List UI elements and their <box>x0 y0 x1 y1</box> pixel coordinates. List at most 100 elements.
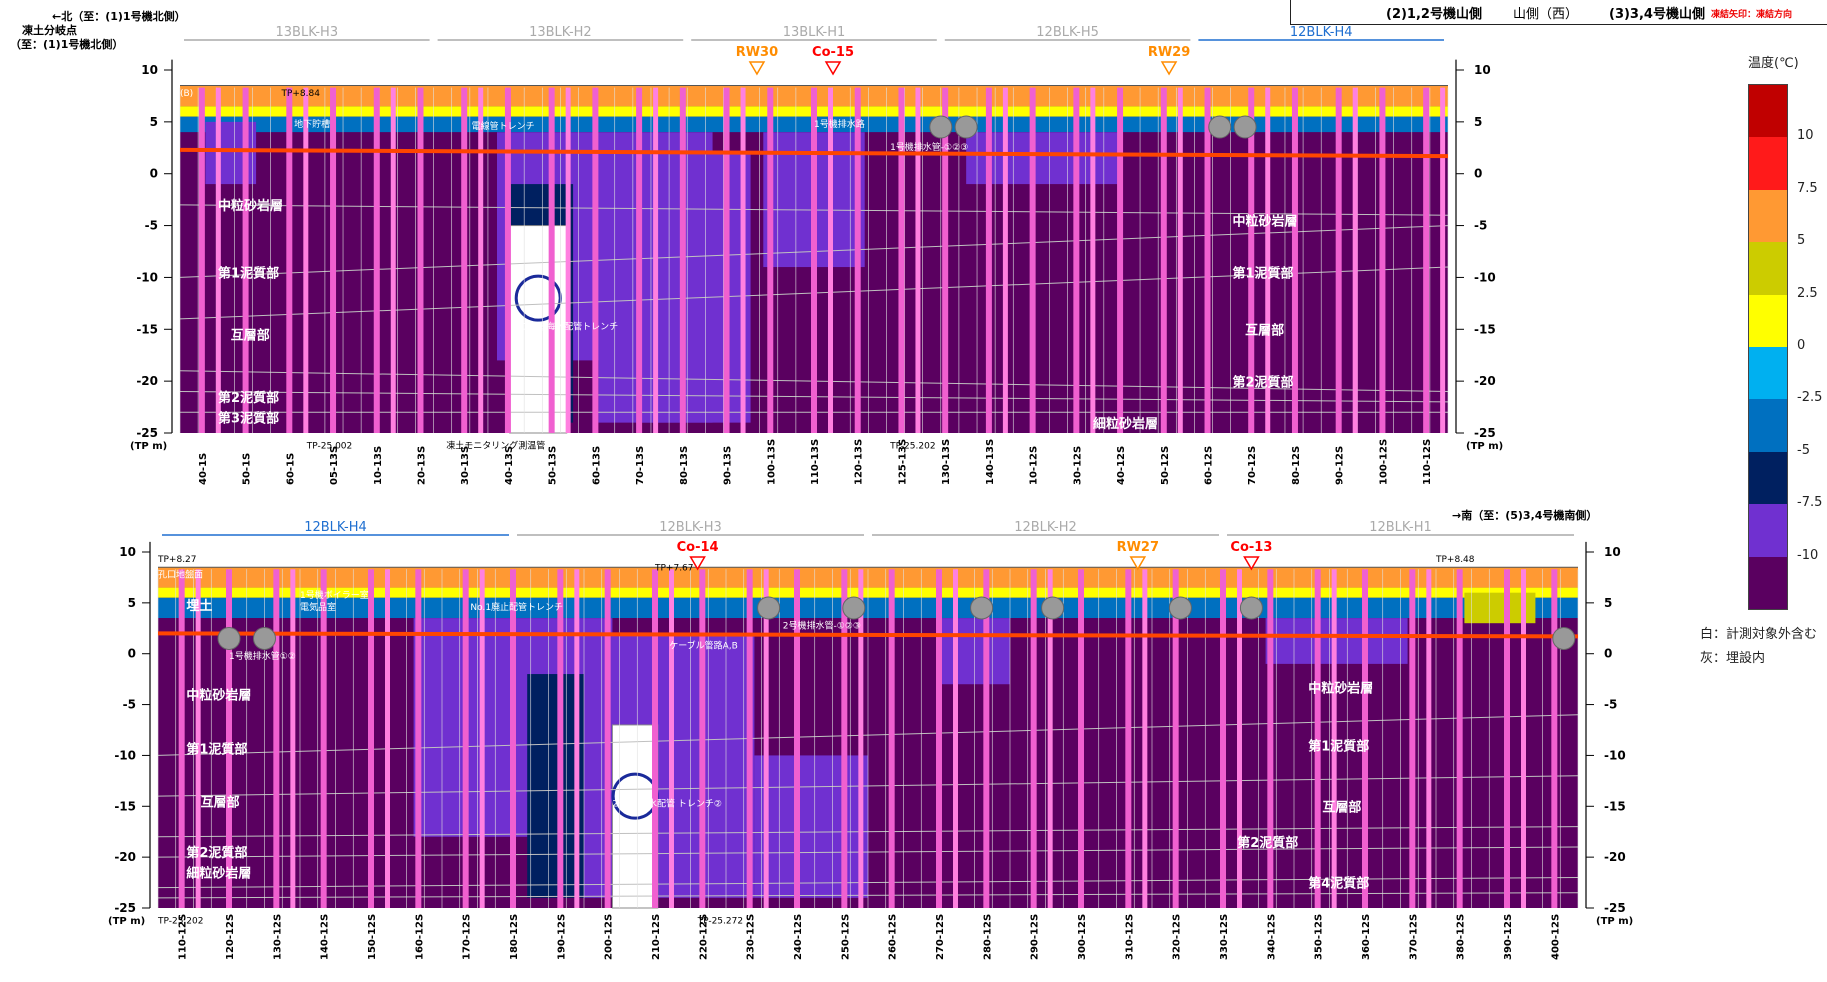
x-axis-pipe-label: 290-12S <box>1030 914 1041 960</box>
stratum-label: 埋土 <box>186 598 212 614</box>
block-label: 12BLK-H5 <box>1036 25 1099 40</box>
thermometer-pipe <box>679 87 686 433</box>
y-axis-tick-label: -25 <box>114 901 136 915</box>
well-marker-label: RW30 <box>736 45 778 60</box>
x-axis-pipe-label: 10-12S <box>1029 446 1040 485</box>
well-marker-triangle <box>689 556 706 571</box>
top-legend-box: (2)1,2号機山側 山側（西） (3)3,4号機山側 凍結矢印：凍結方向 <box>1290 0 1827 25</box>
thermometer-pipe <box>763 569 769 908</box>
y-axis-tick-label: -10 <box>1474 270 1496 284</box>
y-axis-tick-label: -15 <box>1474 322 1496 336</box>
thermometer-pipe <box>1291 87 1298 433</box>
legend-color-swatch <box>1749 294 1787 348</box>
x-axis-pipe-label: 70-12S <box>1247 446 1258 485</box>
groundwater-level-line <box>157 631 1579 639</box>
y-axis-tick-label: 0 <box>150 167 158 181</box>
legend-tick-label: -5 <box>1797 442 1810 458</box>
stratum-label: 第1泥質部 <box>218 265 279 281</box>
thermometer-pipe <box>510 569 516 908</box>
buried-pipe <box>757 596 781 620</box>
legend-tick-label: 2.5 <box>1797 285 1818 301</box>
thermometer-pipe <box>461 87 468 433</box>
x-axis-pipe-label: 330-12S <box>1219 914 1230 960</box>
thermometer-pipe <box>1379 87 1386 433</box>
x-axis-pipe-label: 130-13S <box>941 439 952 485</box>
topbox-note-label: 凍結矢印：凍結方向 <box>1711 10 1793 20</box>
y-axis-tick-label: 5 <box>150 115 158 129</box>
thermometer-pipe <box>215 87 221 433</box>
thermometer-pipe <box>1237 569 1242 908</box>
stratum-label: 互層部 <box>1245 322 1284 338</box>
structure-annotation: TP+7.67 <box>654 563 694 573</box>
block-label: 13BLK-H2 <box>529 25 592 40</box>
thermometer-pipe <box>740 87 746 433</box>
legend-tick-label: -2.5 <box>1797 390 1823 406</box>
frozen-branch-label: 凍土分岐点 <box>22 24 77 37</box>
y-axis-tick-label: 5 <box>1604 596 1612 610</box>
structure-annotation: 凍土モニタリング測温管 <box>446 440 545 452</box>
x-axis-pipe-label: 120-13S <box>854 439 865 485</box>
structure-annotation: TP-25.002 <box>306 442 352 452</box>
x-axis-pipe-label: 160-12S <box>414 914 425 960</box>
thermometer-pipe <box>1204 87 1211 433</box>
thermometer-pipe <box>828 87 833 433</box>
y-axis-tick-label: -5 <box>1474 219 1487 233</box>
y-axis-unit-label: (TP m) <box>1596 916 1633 927</box>
thermometer-pipe <box>1073 87 1080 433</box>
thermometer-pipe <box>417 87 424 433</box>
x-axis-pipe-label: 180-12S <box>509 914 520 960</box>
buried-pipe <box>954 115 978 139</box>
upper-cross-section-panel: 40-1S 50-1S 60-1S 05-13S 10-13S 20-13S 30-13S 4… <box>130 25 1503 485</box>
y-axis-tick-label: -15 <box>114 799 136 813</box>
x-axis-pipe-label: 130-12S <box>272 914 283 960</box>
temperature-patch <box>636 298 713 423</box>
thermometer-pipe <box>1078 569 1084 908</box>
groundwater-level-line <box>179 147 1449 159</box>
seawater-pipe-trench <box>611 724 659 909</box>
legend-color-swatch <box>1749 347 1787 400</box>
y-axis-tick-label: 10 <box>119 545 136 559</box>
x-axis-pipe-label: 210-12S <box>651 914 662 960</box>
thermometer-pipe <box>320 569 327 908</box>
buried-pipe <box>1041 596 1065 620</box>
stratum-label: 中粒砂岩層 <box>186 687 251 703</box>
x-axis-pipe-label: 280-12S <box>982 914 993 960</box>
thermometer-pipe <box>368 569 374 908</box>
x-axis-pipe-label: 80-12S <box>1291 446 1302 485</box>
thermometer-pipe <box>794 569 800 908</box>
y-axis-tick-label: -10 <box>136 270 158 284</box>
thermometer-pipe <box>1125 569 1132 908</box>
well-marker-triangle <box>1160 61 1178 76</box>
thermometer-pipe <box>746 569 753 908</box>
x-axis-pipe-label: 260-12S <box>888 914 899 960</box>
thermometer-pipe <box>985 87 992 433</box>
y-axis-tick-label: -25 <box>1474 426 1496 440</box>
thermometer-pipe <box>723 87 730 433</box>
x-axis-pipe-label: 230-12S <box>746 914 757 960</box>
structure-annotation: TP+8.27 <box>157 555 197 565</box>
x-axis-pipe-label: 140-13S <box>985 439 996 485</box>
structure-annotation: 地下貯槽 <box>294 118 330 130</box>
y-axis-tick-label: -5 <box>145 219 158 233</box>
legend-tick-label: 5 <box>1797 233 1806 249</box>
thermometer-pipe <box>811 87 817 433</box>
legend-note-white: 白：計測対象外含む <box>1700 627 1818 642</box>
topbox-right-label: (3)3,4号機山側 <box>1609 7 1705 22</box>
legend-color-swatch <box>1749 189 1787 243</box>
y-axis-unit-label: (TP m) <box>108 916 145 927</box>
south-direction-label: →南（至：(5)3,4号機南側） <box>1452 509 1598 522</box>
thermometer-pipe <box>592 87 599 433</box>
legend-tick-label: -10 <box>1797 547 1819 563</box>
thermometer-pipe <box>574 569 580 908</box>
well-marker-label: Co-14 <box>677 540 719 555</box>
structure-annotation: TP-25.202 <box>889 442 935 452</box>
legend-tick-label: 10 <box>1797 128 1814 144</box>
stratum-label: 互層部 <box>1322 799 1361 815</box>
stratum-label: 細粒砂岩層 <box>186 865 251 881</box>
y-axis-tick-label: -25 <box>1604 901 1626 915</box>
thermometer-pipe <box>290 569 296 908</box>
x-axis-pipe-label: 150-12S <box>367 914 378 960</box>
buried-pipe <box>1168 596 1192 620</box>
stratum-label: 互層部 <box>201 794 240 810</box>
